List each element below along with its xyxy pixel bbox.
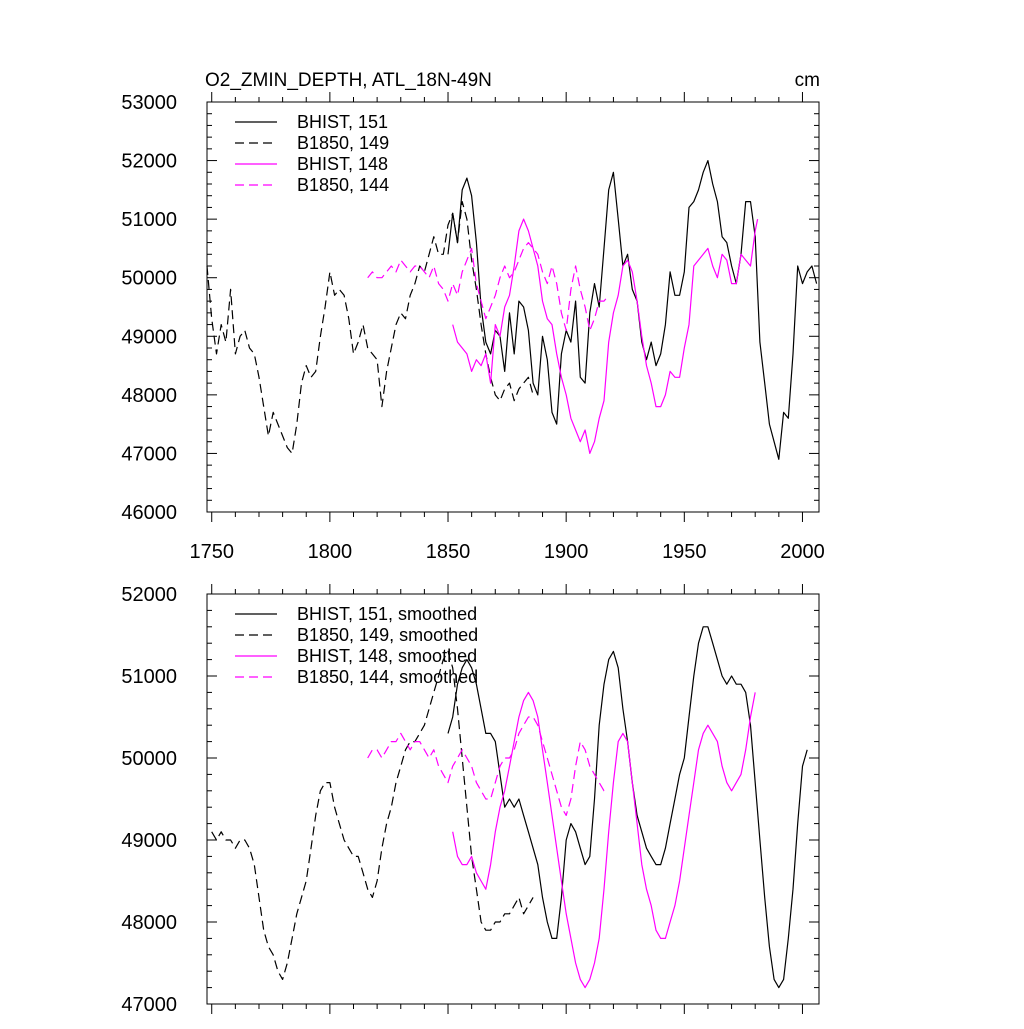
bottom-panel: 47000 48000 49000 50000 51000 52000 BHIST, 151… [121,584,820,1016]
x-tick-label: 1800 [308,541,353,563]
legend-label-0: BHIST, 151, smoothed [297,604,477,624]
y-tick-label: 48000 [121,912,177,934]
y-tick-label: 47000 [121,994,177,1016]
y-tick-label: 49000 [121,326,177,348]
y-tick-label: 51000 [121,666,177,688]
x-tick-label: 1900 [544,541,589,563]
x-tick-label: 2000 [780,541,825,563]
top-panel: O2_ZMIN_DEPTH, ATL_18N-49N cm 46000 47000… [121,70,824,563]
x-tick-label: 1850 [426,541,471,563]
series-line-1 [206,201,534,454]
series-line-2 [452,218,759,454]
legend-label-2: BHIST, 148 [297,154,388,174]
series-line-0 [447,160,818,460]
x-tick-label: 1750 [189,541,234,563]
x-tick-label: 1950 [662,541,707,563]
plot-frame [206,593,820,1005]
y-tick-label: 50000 [121,748,177,770]
y-tick-label: 52000 [121,584,177,606]
series-line-2 [452,691,756,989]
legend-label-2: BHIST, 148, smoothed [297,646,477,666]
series-line-1 [211,650,534,981]
y-tick-label: 47000 [121,443,177,465]
y-tick-label: 48000 [121,385,177,407]
plot-frame [206,101,820,513]
y-tick-label: 53000 [121,92,177,114]
y-tick-label: 51000 [121,209,177,231]
legend-label-3: B1850, 144 [297,175,389,195]
y-tick-label: 52000 [121,151,177,173]
y-tick-label: 49000 [121,830,177,852]
y-tick-label: 46000 [121,502,177,524]
legend-label-3: B1850, 144, smoothed [297,667,478,687]
legend-label-0: BHIST, 151 [297,112,388,132]
legend-label-1: B1850, 149, smoothed [297,625,478,645]
legend-label-1: B1850, 149 [297,133,389,153]
chart-title: O2_ZMIN_DEPTH, ATL_18N-49N [205,70,492,91]
y-tick-label: 50000 [121,268,177,290]
series-line-3 [367,716,609,817]
series-line-0 [447,626,808,989]
units-label: cm [795,70,820,91]
